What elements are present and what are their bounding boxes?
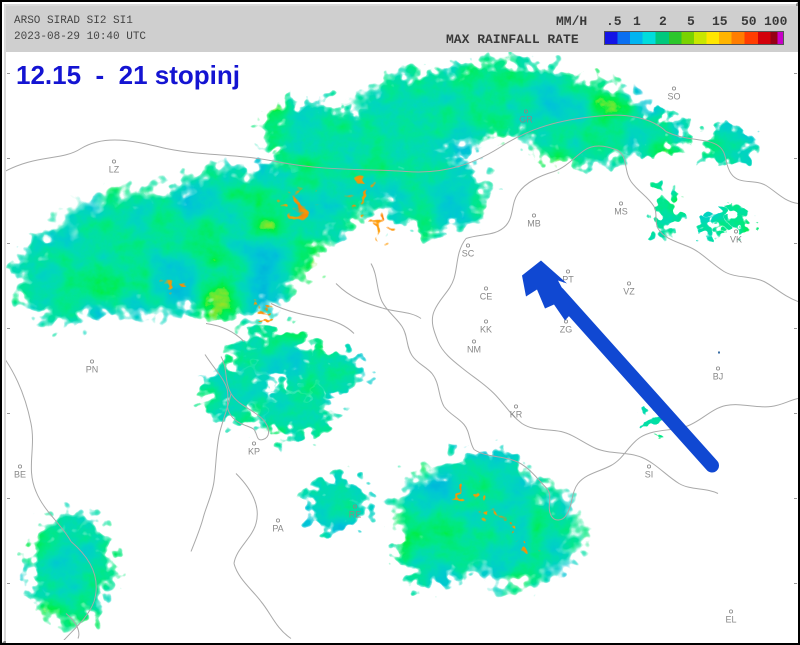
svg-text:BE: BE — [14, 470, 26, 480]
svg-text:LZ: LZ — [109, 165, 120, 175]
svg-text:MB: MB — [527, 219, 541, 229]
svg-text:SI: SI — [645, 470, 654, 480]
svg-text:KK: KK — [480, 325, 492, 335]
svg-text:SC: SC — [462, 249, 475, 259]
svg-text:PN: PN — [86, 365, 99, 375]
svg-text:VZ: VZ — [623, 287, 635, 297]
svg-text:BJ: BJ — [713, 372, 724, 382]
svg-text:CE: CE — [480, 292, 493, 302]
svg-text:KP: KP — [248, 447, 260, 457]
svg-text:SO: SO — [667, 92, 680, 102]
svg-text:MS: MS — [614, 207, 628, 217]
svg-text:KR: KR — [510, 410, 523, 420]
svg-text:PA: PA — [272, 524, 283, 534]
svg-text:VK: VK — [730, 235, 742, 245]
svg-text:RE: RE — [349, 510, 362, 520]
svg-text:ZG: ZG — [560, 325, 573, 335]
svg-text:NM: NM — [467, 345, 481, 355]
svg-text:EL: EL — [725, 615, 736, 625]
svg-text:GR: GR — [519, 115, 533, 125]
svg-text:PT: PT — [562, 275, 574, 285]
